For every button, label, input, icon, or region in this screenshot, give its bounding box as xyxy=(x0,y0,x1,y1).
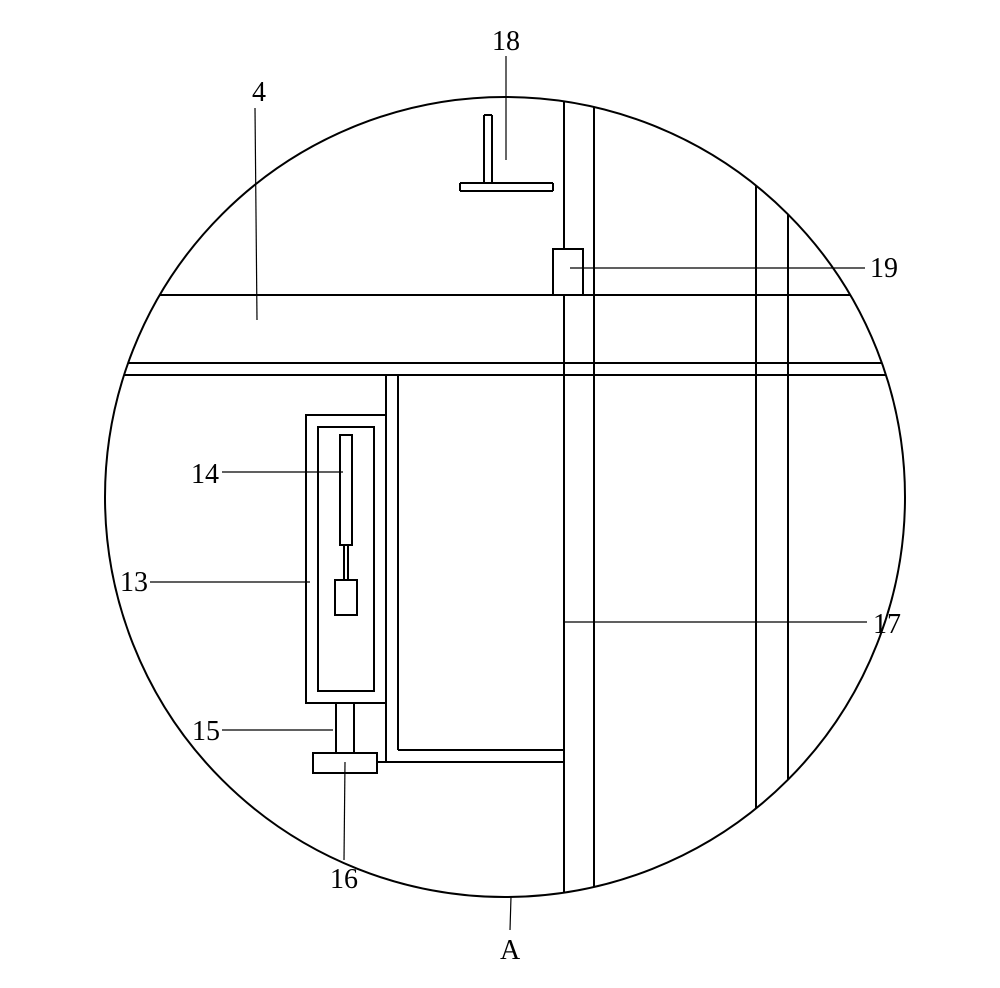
label-14: 14 xyxy=(191,459,219,491)
label-16: 16 xyxy=(330,864,358,896)
label-17: 17 xyxy=(873,609,901,641)
diagram-svg xyxy=(0,0,1000,988)
detail-circle xyxy=(105,97,905,897)
label-19: 19 xyxy=(870,253,898,285)
label-15: 15 xyxy=(192,716,220,748)
label-13: 13 xyxy=(120,567,148,599)
label-4: 4 xyxy=(252,77,266,109)
label-18: 18 xyxy=(492,26,520,58)
label-A: A xyxy=(500,935,520,967)
